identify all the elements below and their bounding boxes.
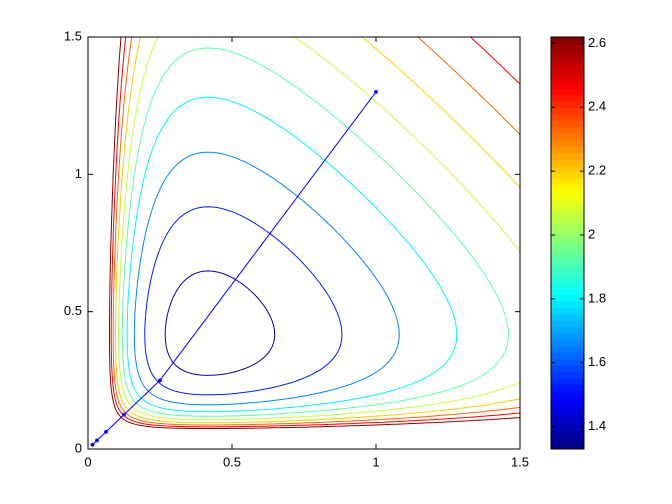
- colorbar-swatch: [551, 300, 584, 308]
- contour-line: [126, 96, 458, 413]
- y-tick-label: 0.5: [64, 303, 82, 318]
- contour-line: [115, 36, 521, 424]
- colorbar-swatch: [551, 101, 584, 109]
- colorbar-swatch: [551, 391, 584, 398]
- x-tick-label: 1.5: [511, 454, 529, 469]
- colorbar-swatch: [551, 217, 584, 225]
- colorbar-tick-label: 2.2: [588, 163, 606, 178]
- y-tick-label: 0: [75, 440, 82, 455]
- colorbar-swatch: [551, 294, 584, 302]
- x-tick-label: 0.5: [223, 454, 241, 469]
- colorbar-swatch: [551, 429, 584, 437]
- colorbar-swatch: [551, 397, 584, 405]
- colorbar-swatch: [551, 365, 584, 373]
- path-marker: [95, 438, 99, 443]
- colorbar-swatch: [551, 127, 584, 135]
- colorbar-tick-label: 2.6: [588, 35, 606, 50]
- colorbar-swatch: [551, 165, 584, 173]
- colorbar-tick-label: 1.4: [588, 418, 606, 433]
- colorbar-swatch: [551, 75, 584, 83]
- colorbar-swatch: [551, 69, 584, 77]
- colorbar-swatch: [551, 442, 584, 450]
- colorbar-swatch: [551, 268, 584, 276]
- path-marker: [90, 442, 95, 447]
- colorbar-swatch: [551, 275, 584, 283]
- path-marker: [374, 89, 378, 94]
- path-marker: [158, 378, 162, 383]
- colorbar-swatch: [551, 88, 584, 96]
- colorbar-swatch: [551, 358, 584, 366]
- colorbar-swatch: [551, 191, 584, 199]
- contour-line: [133, 151, 400, 406]
- colorbar-box: [550, 36, 585, 450]
- colorbar-swatch: [551, 223, 584, 231]
- colorbar-swatch: [551, 339, 584, 347]
- contour-line: [121, 47, 509, 417]
- colorbar-swatch: [551, 204, 584, 212]
- colorbar-swatch: [551, 107, 584, 115]
- colorbar-swatch: [551, 94, 584, 102]
- colorbar-swatch: [551, 210, 584, 218]
- colorbar-swatch: [551, 262, 584, 270]
- contour-line: [118, 36, 521, 421]
- x-tick-label: 1: [372, 454, 379, 469]
- y-tick-label: 1: [75, 166, 82, 181]
- colorbar-swatch: [551, 236, 584, 244]
- colorbar-swatch: [551, 346, 584, 353]
- colorbar-swatch: [551, 172, 584, 180]
- colorbar-swatch: [551, 281, 584, 289]
- colorbar-swatch: [551, 378, 584, 386]
- colorbar-swatch: [551, 120, 584, 128]
- colorbar-swatch: [551, 436, 584, 444]
- path-marker: [104, 429, 108, 434]
- colorbar-swatch: [551, 243, 584, 250]
- colorbar-swatch: [551, 146, 584, 154]
- colorbar-swatch: [551, 185, 584, 192]
- colorbar-swatch: [551, 114, 584, 122]
- colorbar-swatch: [551, 56, 584, 64]
- colorbar-tick-label: 2: [588, 226, 595, 241]
- path-marker: [122, 412, 126, 417]
- colorbar-swatch: [551, 416, 584, 424]
- colorbar-swatch: [551, 140, 584, 147]
- colorbar-swatch: [551, 320, 584, 328]
- colorbar-swatch: [551, 197, 584, 205]
- colorbar-swatch: [551, 133, 584, 141]
- colorbar-swatch: [551, 230, 584, 238]
- colorbar-swatch: [551, 249, 584, 257]
- colorbar-swatch: [551, 62, 584, 70]
- colorbar-swatch: [551, 82, 584, 89]
- colorbar-swatch: [551, 159, 584, 167]
- colorbar-swatch: [551, 43, 584, 51]
- colorbar-tick-label: 1.8: [588, 290, 606, 305]
- colorbar-swatch: [551, 307, 584, 315]
- colorbar-tick-label: 1.6: [588, 354, 606, 369]
- axes-box: [87, 36, 521, 450]
- colorbar-swatch: [551, 152, 584, 160]
- contour-line: [164, 270, 276, 376]
- colorbar-swatch: [551, 326, 584, 334]
- contour-line: [109, 36, 521, 429]
- colorbar-swatch: [551, 352, 584, 360]
- colorbar-swatch: [551, 384, 584, 392]
- contour-line: [110, 36, 521, 428]
- colorbar-swatch: [551, 37, 584, 44]
- colorbar-swatch: [551, 313, 584, 321]
- contour-line: [112, 36, 521, 426]
- colorbar-swatch: [551, 403, 584, 411]
- colorbar-swatch: [551, 288, 584, 295]
- x-tick-label: 0: [84, 454, 91, 469]
- colorbar-tick-label: 2.4: [588, 99, 606, 114]
- colorbar-swatch: [551, 178, 584, 186]
- colorbar-swatch: [551, 410, 584, 418]
- colorbar-swatch: [551, 333, 584, 341]
- y-tick-label: 1.5: [64, 28, 82, 43]
- colorbar-swatch: [551, 371, 584, 379]
- colorbar-swatch: [551, 49, 584, 57]
- contour-line: [144, 206, 343, 396]
- colorbar-swatch: [551, 255, 584, 263]
- colorbar-swatch: [551, 423, 584, 431]
